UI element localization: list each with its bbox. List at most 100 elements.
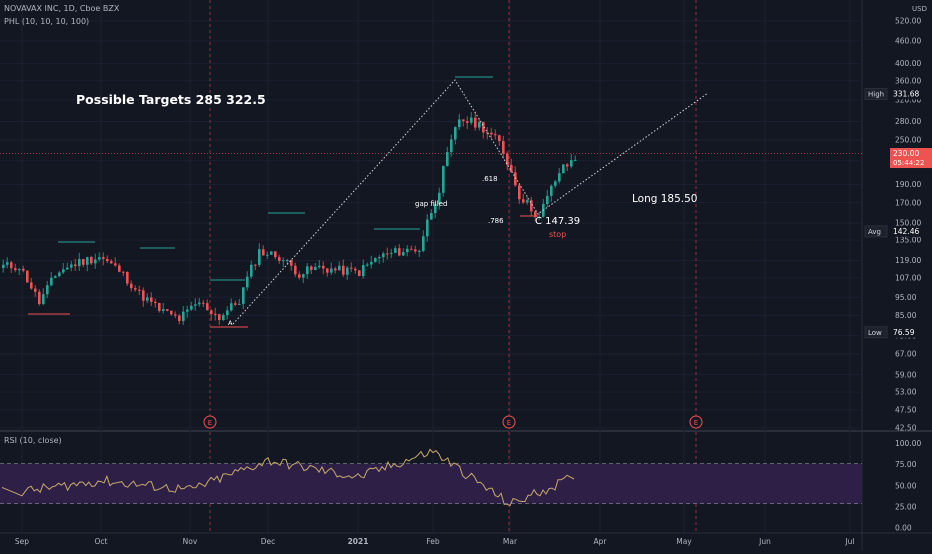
candle-body	[46, 285, 49, 295]
stop-annotation[interactable]: stop	[549, 230, 567, 239]
candle-body	[530, 200, 533, 212]
avg-tag-value: 142.46	[893, 227, 919, 236]
candle-body	[6, 262, 9, 265]
avg-tag-label-text: Avg	[868, 228, 881, 236]
candle-body	[390, 252, 393, 254]
point-a-annotation[interactable]: A	[228, 319, 233, 327]
price-tick-label: 320.00	[895, 95, 921, 104]
indicator-legend[interactable]: PHL (10, 10, 10, 100)	[4, 17, 90, 26]
candle-body	[42, 294, 45, 305]
candle-body	[30, 282, 33, 289]
candle-body	[170, 310, 173, 315]
axis-layer: 520.00 460.00 400.00 360.00 320.00 280.00 250.…	[15, 5, 932, 546]
last-price-box	[890, 148, 932, 169]
low-tag-label-box	[864, 326, 888, 339]
candle-body	[162, 309, 165, 311]
low-tag-label: Low	[864, 326, 888, 339]
candle-body	[174, 314, 177, 316]
candle-body	[142, 290, 145, 301]
price-tick-label: 47.50	[895, 406, 917, 415]
earnings-marker-label: E	[694, 419, 698, 427]
rsi-tick-label: 50.00	[895, 481, 917, 490]
time-tick-label: May	[676, 537, 692, 546]
time-tick-label: Oct	[95, 537, 108, 546]
earnings-marker-label: E	[507, 419, 511, 427]
candle-body	[94, 259, 97, 264]
candle-body	[398, 248, 401, 256]
candle-body	[494, 134, 497, 136]
candle-body	[66, 267, 69, 270]
candle-body	[490, 132, 493, 135]
candle-body	[410, 248, 413, 250]
price-tick-label: 42.50	[895, 424, 917, 433]
candle-body	[498, 135, 501, 142]
earnings-marker	[689, 415, 703, 429]
fib-786-annotation[interactable]: .786	[488, 217, 504, 225]
candle-body	[250, 264, 253, 277]
candle-body	[554, 181, 557, 186]
wave-trendline	[232, 79, 709, 325]
price-tick-label: 85.00	[895, 311, 917, 320]
targets-annotation[interactable]: Possible Targets 285 322.5	[76, 92, 266, 107]
candle-body	[510, 164, 513, 173]
candle-body	[454, 126, 457, 140]
candle-body	[442, 166, 445, 193]
last-price-value: 230.00	[893, 149, 919, 158]
rsi-tick-label: 25.00	[895, 502, 917, 511]
time-tick-label: Jun	[758, 537, 771, 546]
high-tag-label: High	[864, 88, 888, 101]
price-tick-label: 170.00	[895, 198, 921, 207]
candle-body	[62, 269, 65, 273]
candle-body	[138, 289, 141, 291]
high-tag-label-box	[864, 88, 888, 101]
candle-body	[382, 253, 385, 258]
time-tick-label: Mar	[503, 537, 518, 546]
candle-body	[538, 216, 541, 218]
price-tick-label: 53.00	[895, 388, 917, 397]
candle-body	[54, 276, 57, 278]
candle-body	[182, 311, 185, 322]
candle-body	[242, 287, 245, 304]
candle-body	[130, 283, 133, 289]
time-tick-label: Feb	[426, 537, 440, 546]
avg-tag-label-box	[864, 225, 888, 238]
candle-body	[70, 264, 73, 268]
candle-body	[74, 264, 77, 267]
rsi-tick-label: 100.00	[895, 439, 921, 448]
candle-body	[330, 268, 333, 273]
high-tag-box	[890, 88, 932, 100]
time-tick-label: Sep	[15, 537, 29, 546]
candle-body	[210, 310, 213, 314]
currency-label: USD	[912, 5, 927, 13]
candle-body	[14, 268, 17, 271]
candle-body	[178, 315, 181, 322]
price-tick-label: 59.00	[895, 370, 917, 379]
candle-body	[2, 264, 5, 269]
drawings-layer	[28, 76, 709, 328]
candle-body	[426, 219, 429, 237]
candle-body	[238, 303, 241, 305]
candle-body	[322, 265, 325, 269]
fib-618-annotation[interactable]: .618	[482, 175, 498, 183]
rsi-band-fill	[0, 463, 862, 504]
candle-body	[146, 297, 149, 301]
candle-body	[474, 117, 477, 128]
rsi-layer	[0, 448, 862, 507]
candle-body	[254, 264, 257, 266]
point-c-annotation[interactable]: C 147.39	[535, 216, 581, 227]
price-tick-label: 150.00	[895, 219, 921, 228]
earnings-marker-label: E	[208, 419, 212, 427]
candle-body	[218, 314, 221, 320]
rsi-legend[interactable]: RSI (10, close)	[4, 436, 62, 445]
candle-body	[266, 254, 269, 256]
long-entry-annotation[interactable]: Long 185.50	[632, 193, 698, 205]
candle-body	[198, 302, 201, 305]
low-tag-value: 76.59	[893, 328, 915, 337]
high-tag-label-text: High	[868, 91, 884, 99]
price-tick-label: 67.00	[895, 350, 917, 359]
candle-body	[270, 251, 273, 255]
gap-filled-annotation[interactable]: gap filled	[415, 200, 448, 208]
